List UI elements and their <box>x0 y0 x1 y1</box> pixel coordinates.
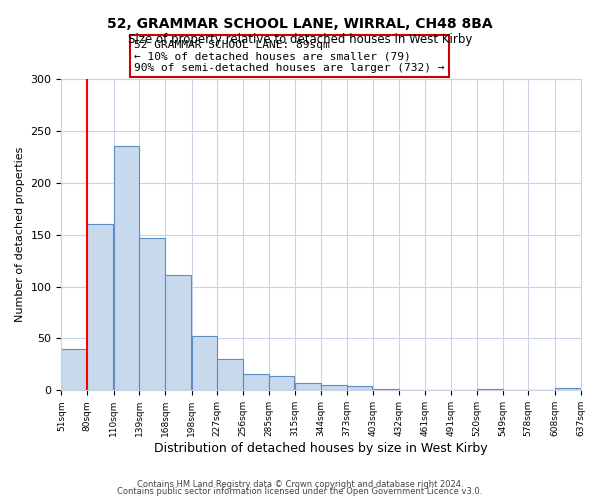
Bar <box>347 386 373 390</box>
Bar <box>165 275 191 390</box>
Text: Contains HM Land Registry data © Crown copyright and database right 2024.: Contains HM Land Registry data © Crown c… <box>137 480 463 489</box>
Bar <box>139 238 165 390</box>
X-axis label: Distribution of detached houses by size in West Kirby: Distribution of detached houses by size … <box>154 442 488 455</box>
Bar <box>295 383 321 390</box>
Y-axis label: Number of detached properties: Number of detached properties <box>15 147 25 322</box>
Bar <box>217 359 243 390</box>
Text: 52 GRAMMAR SCHOOL LANE: 89sqm
← 10% of detached houses are smaller (79)
90% of s: 52 GRAMMAR SCHOOL LANE: 89sqm ← 10% of d… <box>134 40 445 73</box>
Bar <box>555 388 581 390</box>
Bar <box>87 224 113 390</box>
Bar <box>269 376 295 390</box>
Bar <box>243 374 269 390</box>
Bar <box>61 349 87 391</box>
Bar <box>191 336 217 390</box>
Text: Contains public sector information licensed under the Open Government Licence v3: Contains public sector information licen… <box>118 487 482 496</box>
Bar <box>321 385 347 390</box>
Text: Size of property relative to detached houses in West Kirby: Size of property relative to detached ho… <box>128 32 472 46</box>
Text: 52, GRAMMAR SCHOOL LANE, WIRRAL, CH48 8BA: 52, GRAMMAR SCHOOL LANE, WIRRAL, CH48 8B… <box>107 18 493 32</box>
Bar <box>113 146 139 390</box>
